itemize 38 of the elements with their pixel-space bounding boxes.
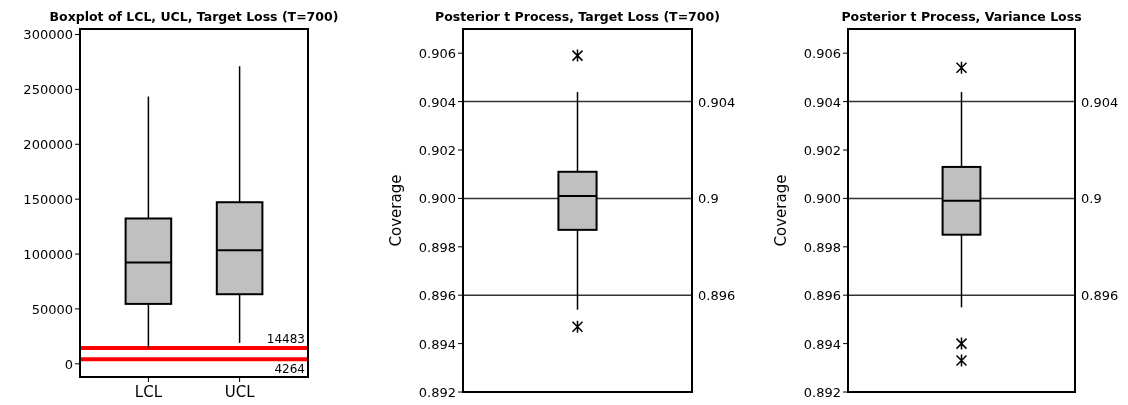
y-tick-label: 250000	[23, 82, 73, 98]
y-tick-label: 0.902	[418, 143, 456, 158]
ref-line-label: 4264	[274, 362, 305, 377]
y-tick-label: 50000	[31, 301, 73, 317]
y-tick-label: 0.906	[418, 46, 456, 62]
y-tick-label: 0.898	[803, 239, 841, 255]
ref-line-label: 0.9	[698, 191, 719, 207]
y-tick-label: 0.906	[803, 46, 841, 62]
ref-line-label: 0.896	[698, 288, 736, 304]
chart-title: Boxplot of LCL, UCL, Target Loss (T=700)	[49, 9, 339, 24]
chart-title: Posterior t Process, Variance Loss	[841, 9, 1082, 24]
ref-line-label: 0.904	[1081, 94, 1119, 110]
ref-line-label: 0.904	[698, 94, 736, 110]
y-tick-label: 0.900	[418, 191, 456, 207]
y-tick-label: 0.894	[803, 336, 841, 352]
y-tick-label: 0.892	[418, 385, 456, 400]
y-axis-title: Coverage	[387, 174, 405, 247]
y-tick-label: 0.898	[418, 239, 456, 255]
y-tick-label: 0.896	[803, 288, 841, 304]
y-tick-label: 0.894	[418, 336, 456, 352]
y-tick-label: 0.892	[803, 385, 841, 400]
y-tick-label: 0.900	[803, 191, 841, 207]
ref-line-label: 0.9	[1081, 191, 1102, 207]
chart-title: Posterior t Process, Target Loss (T=700)	[435, 9, 720, 24]
x-tick-label: UCL	[224, 383, 256, 401]
y-tick-label: 300000	[23, 27, 73, 43]
y-tick-label: 100000	[23, 247, 73, 263]
y-tick-label: 0.902	[803, 143, 841, 158]
y-tick-label: 0.896	[418, 288, 456, 304]
ref-line-label: 14483	[266, 331, 305, 346]
y-tick-label: 200000	[23, 137, 73, 153]
y-axis-title: Coverage	[772, 174, 790, 247]
ref-line-label: 0.896	[1081, 288, 1119, 304]
y-tick-label: 0	[64, 356, 73, 372]
y-tick-label: 0.904	[418, 94, 456, 110]
x-tick-label: LCL	[134, 383, 163, 401]
y-tick-label: 150000	[23, 192, 73, 208]
y-tick-label: 0.904	[803, 94, 841, 110]
